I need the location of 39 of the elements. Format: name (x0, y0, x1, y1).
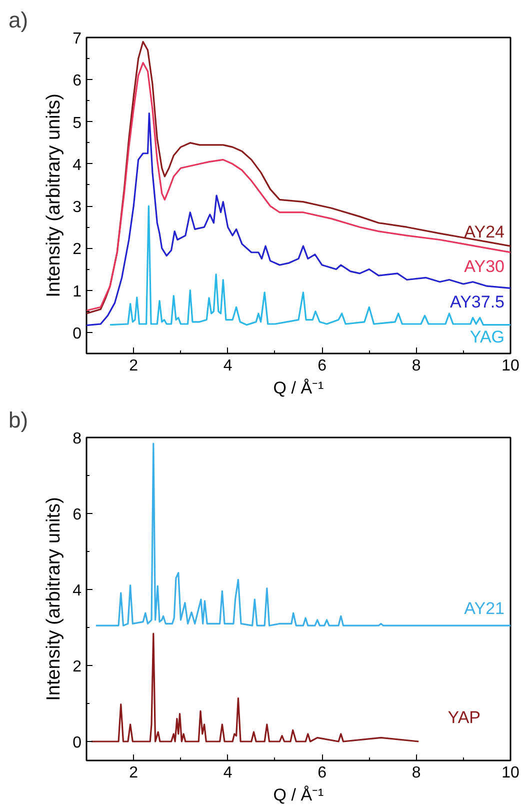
x-tick-label: 10 (502, 358, 520, 374)
x-tick-label: 2 (129, 764, 138, 782)
x-tick-label: 8 (412, 358, 421, 374)
series-label: YAP (448, 708, 481, 727)
y-tick-label: 0 (72, 325, 82, 342)
series-label: YAG (470, 327, 504, 346)
x-tick-label: 4 (223, 358, 232, 374)
y-axis-title: Intensity (arbitrary units) (44, 497, 65, 701)
y-tick-label: 2 (72, 241, 82, 258)
x-tick-label: 4 (223, 764, 232, 782)
x-tick-label: 8 (412, 764, 421, 782)
text: a) (8, 8, 28, 32)
y-tick-label: 4 (72, 156, 82, 174)
x-axis-title: Q / Å⁻¹ (273, 378, 324, 398)
series-label: AY37.5 (450, 292, 505, 312)
x-tick-label: 6 (318, 764, 327, 782)
line-series (90, 632, 420, 742)
x-tick-label: 10 (502, 764, 520, 782)
y-tick-label: 1 (72, 283, 82, 300)
y-tick-label: 7 (72, 30, 82, 48)
series-label: AY21 (464, 599, 505, 618)
y-axis-title: Intensity (arbitrary units) (44, 94, 65, 298)
series-label: AY30 (464, 256, 505, 276)
y-tick-label: 4 (72, 582, 82, 600)
y-tick-label: 3 (72, 199, 82, 216)
y-tick-label: 5 (72, 114, 82, 132)
x-tick-label: 2 (129, 358, 138, 374)
series-label: AY24 (464, 222, 505, 242)
y-tick-label: 0 (72, 734, 82, 752)
text: b) (8, 408, 28, 432)
line-series (109, 205, 510, 326)
line-series (95, 442, 510, 626)
y-tick-label: 6 (72, 506, 82, 524)
y-tick-label: 2 (72, 658, 82, 676)
y-tick-label: 6 (72, 72, 82, 90)
line-series (86, 112, 510, 326)
y-tick-label: 8 (72, 430, 82, 448)
x-tick-label: 6 (318, 358, 327, 374)
x-axis-title: Q / Å⁻¹ (273, 786, 324, 804)
